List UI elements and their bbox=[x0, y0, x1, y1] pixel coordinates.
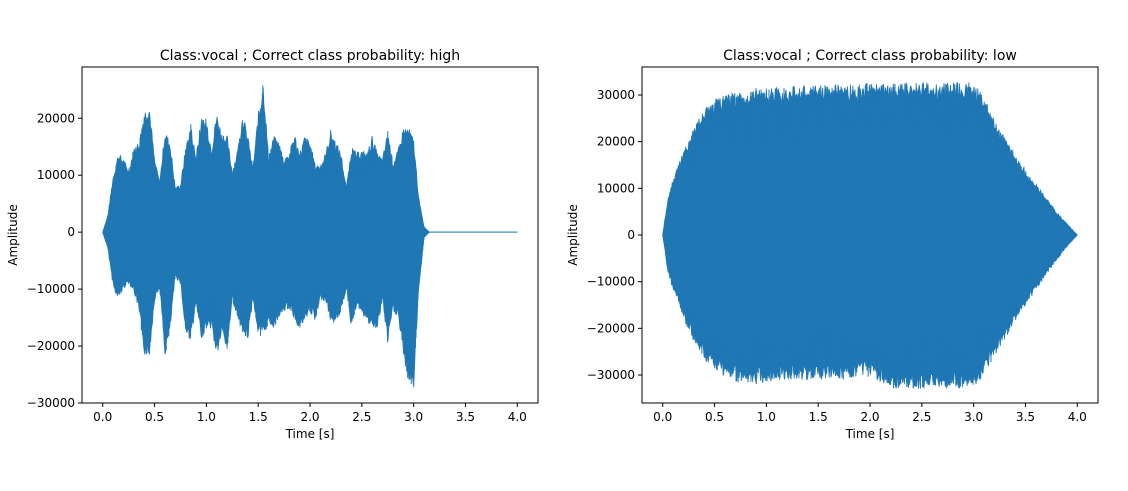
chart-panel-high: 0.0 0.5 1.0 1.5 2.0 2.5 3.0 3.5 4.0 −30000 −20000… bbox=[6, 48, 539, 441]
x-tick-label: 0.5 bbox=[705, 410, 724, 424]
y-tick-label: 30000 bbox=[597, 88, 635, 102]
y-tick-label: −20000 bbox=[27, 339, 75, 353]
y-tick-label: 20000 bbox=[597, 135, 635, 149]
x-axis-ticks: 0.0 0.5 1.0 1.5 2.0 2.5 3.0 3.5 4.0 bbox=[653, 403, 1087, 424]
x-tick-label: 3.0 bbox=[964, 410, 983, 424]
chart-panel-low: 0.0 0.5 1.0 1.5 2.0 2.5 3.0 3.5 4.0 −30000 −20000… bbox=[566, 48, 1099, 441]
x-tick-label: 3.5 bbox=[1016, 410, 1035, 424]
y-tick-label: −20000 bbox=[587, 321, 635, 335]
x-tick-label: 1.0 bbox=[197, 410, 216, 424]
y-axis-ticks: −30000 −20000 −10000 0 10000 20000 bbox=[27, 111, 82, 410]
y-axis-label: Amplitude bbox=[566, 204, 580, 266]
y-tick-label: 20000 bbox=[37, 111, 75, 125]
y-tick-label: 0 bbox=[627, 228, 635, 242]
y-axis-ticks: −30000 −20000 −10000 0 10000 20000 30000 bbox=[587, 88, 642, 382]
x-tick-label: 3.5 bbox=[456, 410, 475, 424]
y-tick-label: 10000 bbox=[37, 168, 75, 182]
x-axis-ticks: 0.0 0.5 1.0 1.5 2.0 2.5 3.0 3.5 4.0 bbox=[93, 403, 527, 424]
x-axis-label: Time [s] bbox=[285, 427, 335, 441]
x-tick-label: 2.0 bbox=[300, 410, 319, 424]
x-tick-label: 0.0 bbox=[653, 410, 672, 424]
x-tick-label: 1.5 bbox=[249, 410, 268, 424]
y-tick-label: −30000 bbox=[27, 396, 75, 410]
waveform-line bbox=[662, 82, 1078, 389]
x-tick-label: 1.5 bbox=[809, 410, 828, 424]
x-axis-label: Time [s] bbox=[845, 427, 895, 441]
x-tick-label: 4.0 bbox=[1068, 410, 1087, 424]
x-tick-label: 0.5 bbox=[145, 410, 164, 424]
y-tick-label: 0 bbox=[67, 225, 75, 239]
x-tick-label: 1.0 bbox=[757, 410, 776, 424]
chart-title: Class:vocal ; Correct class probability:… bbox=[723, 48, 1017, 64]
y-tick-label: −10000 bbox=[587, 275, 635, 289]
x-tick-label: 3.0 bbox=[404, 410, 423, 424]
y-tick-label: 10000 bbox=[597, 181, 635, 195]
waveform-line bbox=[102, 85, 518, 385]
x-tick-label: 0.0 bbox=[93, 410, 112, 424]
y-tick-label: −30000 bbox=[587, 368, 635, 382]
y-axis-label: Amplitude bbox=[6, 204, 20, 266]
y-tick-label: −10000 bbox=[27, 282, 75, 296]
x-tick-label: 4.0 bbox=[508, 410, 527, 424]
x-tick-label: 2.5 bbox=[352, 410, 371, 424]
chart-title: Class:vocal ; Correct class probability:… bbox=[160, 48, 460, 64]
x-tick-label: 2.0 bbox=[860, 410, 879, 424]
plot-area bbox=[662, 81, 1078, 390]
plot-area bbox=[102, 85, 518, 388]
x-tick-label: 2.5 bbox=[912, 410, 931, 424]
